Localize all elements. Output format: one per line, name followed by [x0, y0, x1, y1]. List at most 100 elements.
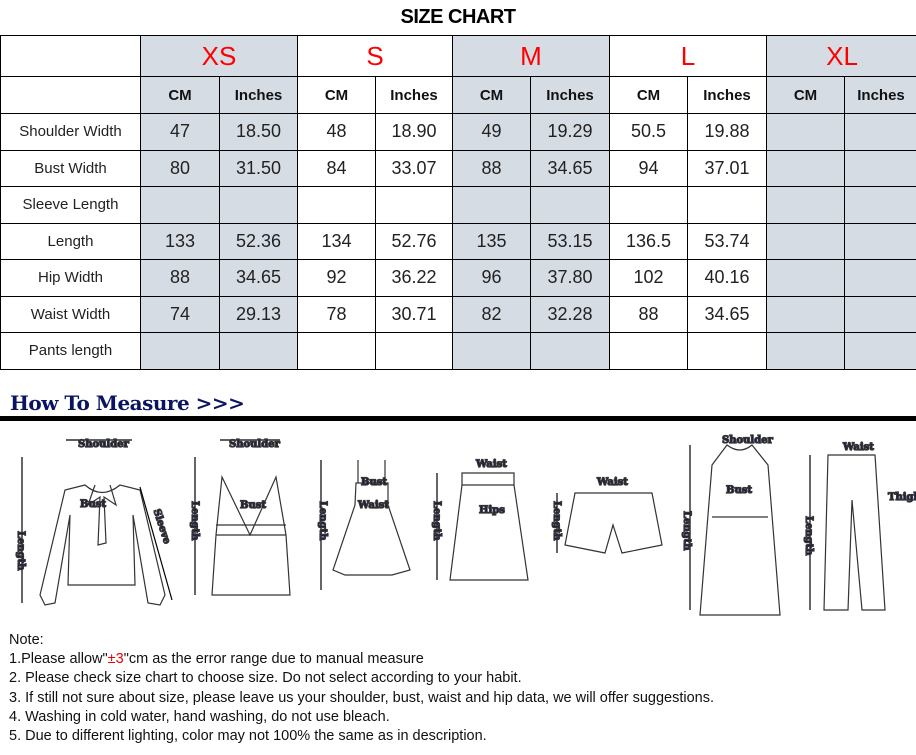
value-cell	[844, 186, 916, 224]
note-2: 2. Please check size chart to choose siz…	[9, 670, 522, 687]
svg-text:Bust: Bust	[80, 499, 106, 510]
pants-illustration: Waist Thigh Length	[802, 441, 916, 611]
notes: Note: 1.Please allow"±3"cm as the error …	[9, 631, 714, 746]
value-cell	[687, 186, 768, 224]
svg-text:Bust: Bust	[240, 500, 266, 511]
value-cell	[609, 332, 689, 370]
value-cell: 88	[140, 259, 220, 297]
value-cell	[844, 222, 916, 260]
value-cell: 36.22	[375, 259, 453, 297]
svg-text:Waist: Waist	[596, 477, 628, 488]
value-cell: 48	[297, 113, 376, 151]
size-header-xl: XL	[766, 35, 916, 77]
coat-illustration: Shoulder Bust Length	[680, 434, 781, 616]
table-row: Waist Width 74 29.13 78 30.71 82 32.28 88 34.65	[0, 295, 916, 333]
value-cell: 18.90	[375, 113, 453, 151]
value-cell	[140, 332, 220, 370]
value-cell: 88	[609, 295, 689, 333]
note-1-tolerance: ±3	[107, 651, 124, 668]
value-cell	[844, 149, 916, 187]
value-cell	[219, 186, 298, 224]
size-header-m: M	[451, 35, 611, 77]
value-cell	[452, 332, 531, 370]
value-cell: 94	[609, 149, 689, 187]
svg-text:Length: Length	[317, 501, 328, 541]
size-chart-table: XS S M L XL CM Inches CM Inches CM Inches CM Inches C…	[0, 35, 916, 370]
value-cell: 92	[297, 259, 376, 297]
value-cell: 136.5	[609, 222, 689, 260]
svg-text:Length: Length	[431, 501, 442, 541]
note-5: 5. Due to different lighting, color may …	[9, 728, 487, 745]
svg-text:Length: Length	[551, 501, 562, 541]
value-cell: 74	[140, 295, 220, 333]
value-cell: 30.71	[375, 295, 453, 333]
divider	[0, 416, 916, 421]
size-header-l: L	[609, 35, 768, 77]
unit-header: Inches	[375, 76, 453, 114]
svg-text:Shoulder: Shoulder	[229, 439, 281, 450]
row-label: Hip Width	[0, 259, 141, 297]
svg-text:Waist: Waist	[475, 459, 507, 470]
value-cell	[297, 186, 376, 224]
value-cell	[766, 222, 846, 260]
value-cell: 134	[297, 222, 376, 260]
row-label: Pants length	[0, 332, 141, 370]
unit-header: CM	[609, 76, 689, 114]
value-cell	[529, 186, 611, 224]
svg-text:Shoulder: Shoulder	[78, 439, 130, 450]
skirt-illustration: Waist Hips Length	[430, 458, 529, 581]
value-cell	[609, 186, 689, 224]
value-cell: 82	[452, 295, 531, 333]
unit-header: CM	[452, 76, 531, 114]
value-cell: 47	[140, 113, 220, 151]
page-title: SIZE CHART	[400, 6, 517, 28]
blouse-illustration: Shoulder Bust Length Sleeve	[14, 438, 173, 606]
value-cell: 34.65	[529, 149, 611, 187]
value-cell: 49	[452, 113, 531, 151]
unit-header: Inches	[529, 76, 611, 114]
table-row: Hip Width 88 34.65 92 36.22 96 37.80 102 40.16	[0, 259, 916, 297]
value-cell	[529, 332, 611, 370]
note-3: 3. If still not sure about size, please …	[9, 689, 714, 706]
value-cell	[766, 149, 846, 187]
unit-header: Inches	[687, 76, 768, 114]
svg-text:Waist: Waist	[842, 442, 874, 453]
value-cell: 52.76	[375, 222, 453, 260]
size-header-s: S	[297, 35, 453, 77]
svg-text:Length: Length	[803, 516, 814, 556]
value-cell: 78	[297, 295, 376, 333]
unit-row: CM Inches CM Inches CM Inches CM Inches CM Inches	[0, 76, 916, 114]
value-cell: 50.5	[609, 113, 689, 151]
size-row: XS S M L XL	[0, 35, 916, 77]
size-header-xs: XS	[140, 35, 298, 77]
value-cell: 102	[609, 259, 689, 297]
unit-header: Inches	[219, 76, 298, 114]
unit-header: CM	[297, 76, 376, 114]
unit-header: CM	[766, 76, 846, 114]
table-row: Shoulder Width 47 18.50 48 18.90 49 19.29 50.5 1…	[0, 113, 916, 151]
notes-heading: Note:	[9, 632, 44, 648]
measurement-illustrations: Shoulder Bust Length Sleeve Shoulder Bust Le…	[14, 434, 916, 616]
note-4: 4. Washing in cold water, hand washing, …	[9, 708, 390, 725]
svg-text:Length: Length	[15, 531, 26, 571]
note-1-text-end: "cm as the error range due to manual mea…	[123, 651, 424, 668]
value-cell	[766, 113, 846, 151]
value-cell: 88	[452, 149, 531, 187]
value-cell	[766, 295, 846, 333]
row-label: Sleeve Length	[0, 186, 141, 224]
value-cell	[452, 186, 531, 224]
value-cell	[844, 332, 916, 370]
value-cell: 135	[452, 222, 531, 260]
row-label: Waist Width	[0, 295, 141, 333]
corner-cell	[0, 35, 141, 77]
svg-text:Sleeve: Sleeve	[151, 508, 173, 546]
note-1: 1.Please allow"±3"cm as the error range …	[9, 650, 714, 669]
dress-illustration: Bust Waist Length	[316, 460, 411, 590]
value-cell	[687, 332, 768, 370]
value-cell: 40.16	[687, 259, 768, 297]
value-cell	[844, 259, 916, 297]
value-cell: 133	[140, 222, 220, 260]
table-row: Bust Width 80 31.50 84 33.07 88 34.65 94 37.01	[0, 149, 916, 187]
value-cell: 96	[452, 259, 531, 297]
value-cell: 19.88	[687, 113, 768, 151]
